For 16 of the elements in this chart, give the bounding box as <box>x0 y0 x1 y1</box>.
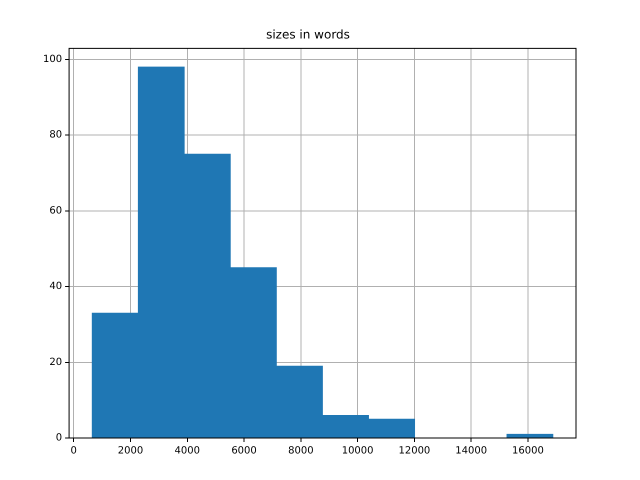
x-tick-label: 0 <box>70 446 77 457</box>
y-tick-label: 40 <box>49 281 62 292</box>
x-tick-label: 16000 <box>512 446 544 457</box>
x-tick-label: 6000 <box>231 446 257 457</box>
y-tick-label: 100 <box>42 54 62 65</box>
x-tick-label: 10000 <box>342 446 374 457</box>
chart-title: sizes in words <box>266 27 350 42</box>
x-tick-label: 8000 <box>288 446 314 457</box>
x-tick-label: 2000 <box>118 446 144 457</box>
y-tick-label: 0 <box>56 432 62 444</box>
x-tick-label: 12000 <box>398 446 430 457</box>
x-tick-label: 14000 <box>455 446 488 457</box>
x-tick-label: 4000 <box>174 446 200 457</box>
y-tick-label: 80 <box>49 130 62 141</box>
y-tick-label: 20 <box>49 356 62 368</box>
y-tick-label: 60 <box>49 205 62 216</box>
